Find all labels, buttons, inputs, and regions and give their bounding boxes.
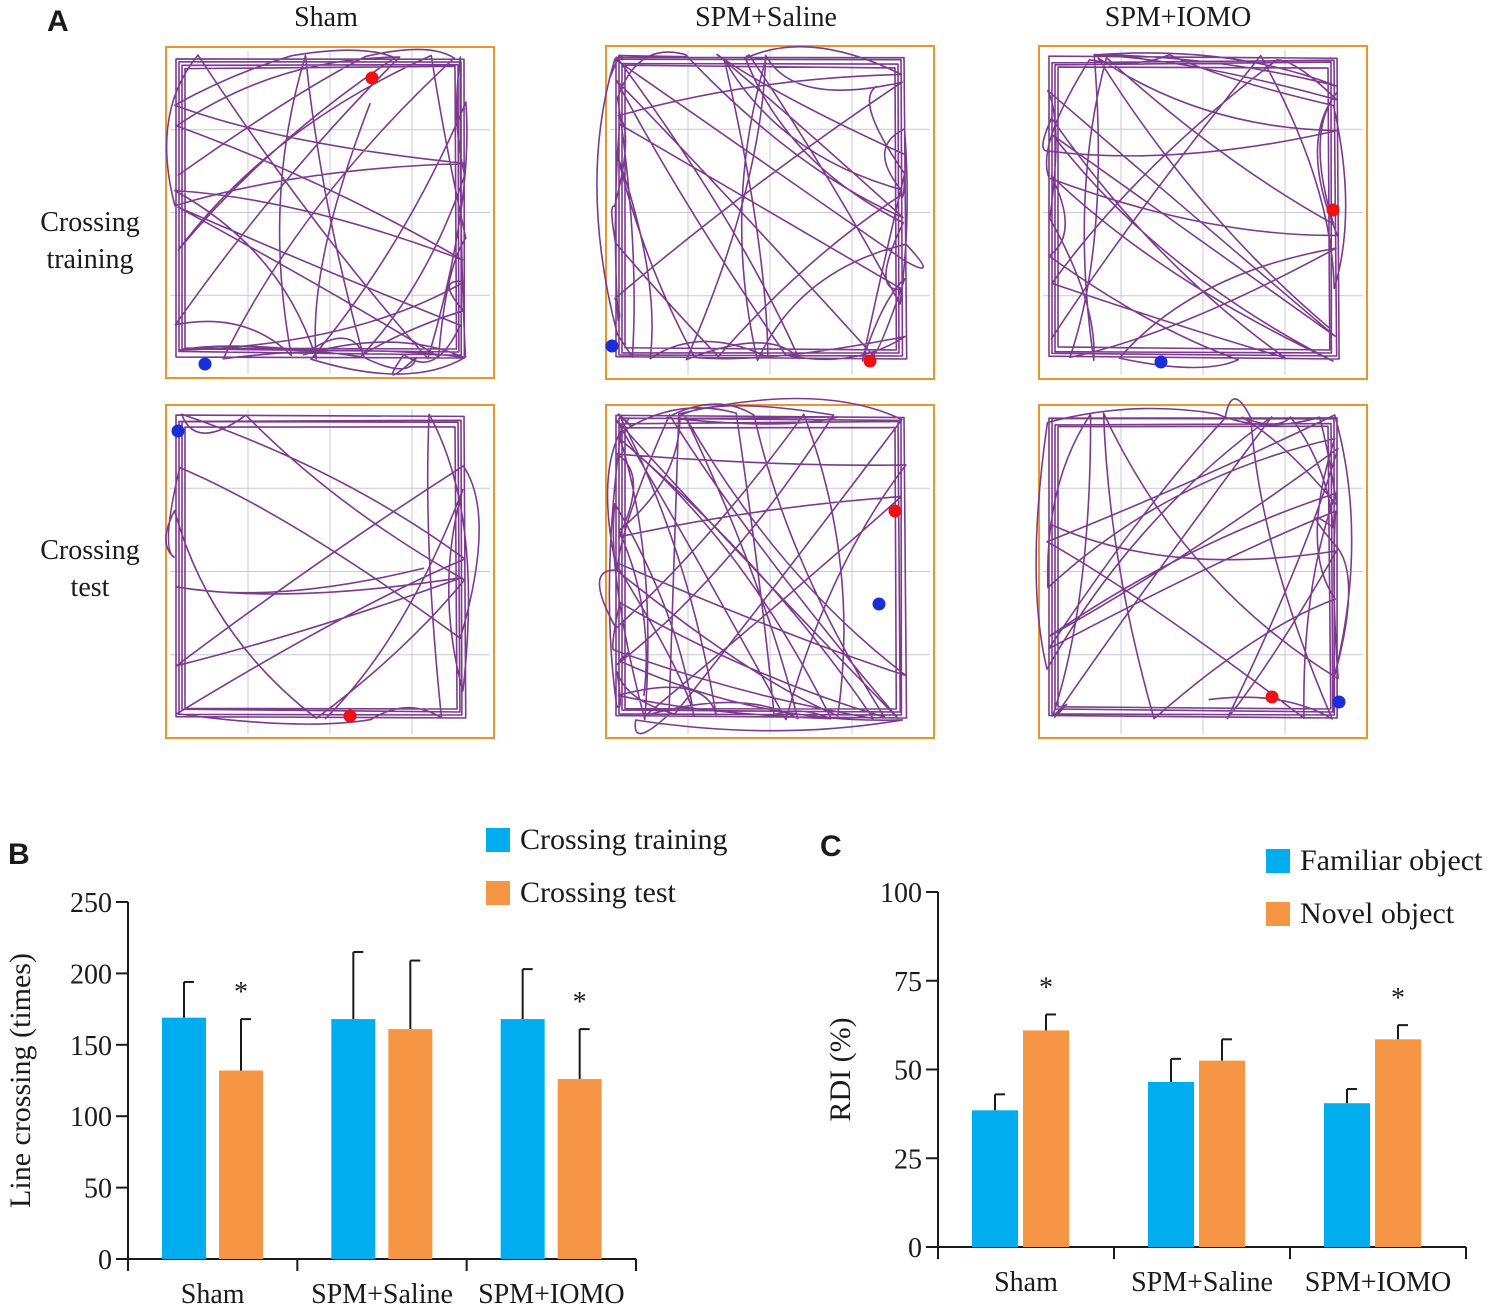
chart-b-legend-swatch-0 <box>486 828 510 852</box>
start-position-marker <box>1332 695 1346 709</box>
chart-b-bar <box>557 1079 602 1259</box>
chart-b-y-tick-label: 150 <box>70 1031 112 1062</box>
chart-c-legend-label-0: Familiar object <box>1300 844 1483 877</box>
column-title-spm-iomo: SPM+IOMO <box>1104 2 1252 33</box>
chart-b-legend-label-1: Crossing test <box>520 876 677 909</box>
row-title-test-line2: test <box>70 572 110 603</box>
start-position-marker <box>1154 355 1168 369</box>
track-plot-1-0 <box>165 404 495 739</box>
movement-track <box>596 45 924 362</box>
chart-b-y-tick-label: 100 <box>70 1102 112 1133</box>
chart-c-y-tick-label: 25 <box>894 1144 922 1175</box>
movement-track <box>1035 398 1353 720</box>
start-position-marker <box>171 424 185 438</box>
chart-c-significance-marker: * <box>1391 983 1405 1014</box>
row-title-training-line2: training <box>46 244 134 275</box>
chart-c-legend-swatch-0 <box>1266 849 1290 873</box>
chart-b-y-tick-label: 0 <box>98 1245 112 1276</box>
chart-b-y-tick-label: 250 <box>70 888 112 919</box>
chart-b-bar <box>500 1019 545 1259</box>
chart-c-x-tick-label: Sham <box>994 1267 1058 1298</box>
panel-a-letter: A <box>47 5 69 38</box>
end-position-marker <box>863 354 877 368</box>
end-position-marker <box>1265 690 1279 704</box>
movement-track <box>598 397 908 735</box>
row-title-test: Crossing test <box>10 532 170 606</box>
chart-c-x-tick-label: SPM+Saline <box>1131 1267 1273 1298</box>
chart-b-x-tick-label: SPM+IOMO <box>478 1279 625 1308</box>
track-plot-1-2 <box>1035 398 1368 739</box>
chart-b-y-tick-label: 50 <box>84 1174 112 1205</box>
chart-c-bar <box>1199 1060 1245 1247</box>
chart-c-bar <box>1375 1039 1421 1247</box>
end-position-marker <box>888 504 902 518</box>
panel-c-letter: C <box>820 830 842 863</box>
chart-b-y-axis-label: Line crossing (times) <box>4 953 37 1208</box>
start-position-marker <box>872 597 886 611</box>
chart-b-x-tick-label: SPM+Saline <box>311 1279 453 1308</box>
chart-b-bar <box>162 1017 206 1259</box>
track-plot-0-1 <box>596 45 935 380</box>
movement-track <box>1042 52 1347 369</box>
chart-c-bar <box>1023 1030 1069 1247</box>
chart-b-bar <box>331 1019 376 1259</box>
chart-c-legend-label-1: Novel object <box>1300 897 1455 930</box>
chart-c-legend-swatch-1 <box>1266 902 1290 926</box>
chart-c-bar <box>1324 1103 1370 1247</box>
track-plot-0-2 <box>1038 45 1368 380</box>
chart-c-y-tick-label: 75 <box>894 967 922 998</box>
chart-c-significance-marker: * <box>1039 972 1053 1003</box>
row-title-training-line1: Crossing <box>40 207 140 238</box>
chart-c-bar <box>972 1110 1018 1247</box>
chart-c-bar <box>1148 1081 1194 1247</box>
line-crossing-bar-chart: Crossing training Crossing test 0 50 100 150 2… <box>4 823 728 1308</box>
chart-b-x-tick-label: Sham <box>181 1279 245 1308</box>
end-position-marker <box>1326 203 1340 217</box>
chart-b-bar <box>219 1070 263 1259</box>
chart-c-y-axis-label: RDI (%) <box>824 1017 857 1121</box>
start-position-marker <box>605 339 619 353</box>
chart-b-significance-marker: * <box>234 977 248 1008</box>
chart-b-legend-swatch-1 <box>486 881 510 905</box>
track-plot-1-1 <box>598 397 935 739</box>
movement-track <box>165 413 480 725</box>
end-position-marker <box>343 709 357 723</box>
panel-b-letter: B <box>8 838 30 871</box>
chart-b-legend-label-0: Crossing training <box>520 823 728 856</box>
chart-c-y-tick-label: 0 <box>908 1233 922 1264</box>
chart-b-bar <box>388 1029 433 1259</box>
column-title-sham: Sham <box>294 2 358 33</box>
row-title-training: Crossing training <box>10 204 170 278</box>
row-title-test-line1: Crossing <box>40 535 140 566</box>
column-title-spm-saline: SPM+Saline <box>695 2 837 33</box>
rdi-bar-chart: Familiar object Novel object 0 25 50 75 100 RDI… <box>824 844 1483 1298</box>
chart-b-significance-marker: * <box>573 987 587 1018</box>
chart-c-y-tick-label: 100 <box>880 878 922 909</box>
track-plot-0-0 <box>165 46 495 379</box>
open-field-track-plots <box>165 45 1368 739</box>
chart-c-y-tick-label: 50 <box>894 1056 922 1087</box>
movement-track <box>165 48 468 376</box>
start-position-marker <box>198 357 212 371</box>
end-position-marker <box>365 71 379 85</box>
chart-c-x-tick-label: SPM+IOMO <box>1305 1267 1452 1298</box>
chart-b-y-tick-label: 200 <box>70 959 112 990</box>
